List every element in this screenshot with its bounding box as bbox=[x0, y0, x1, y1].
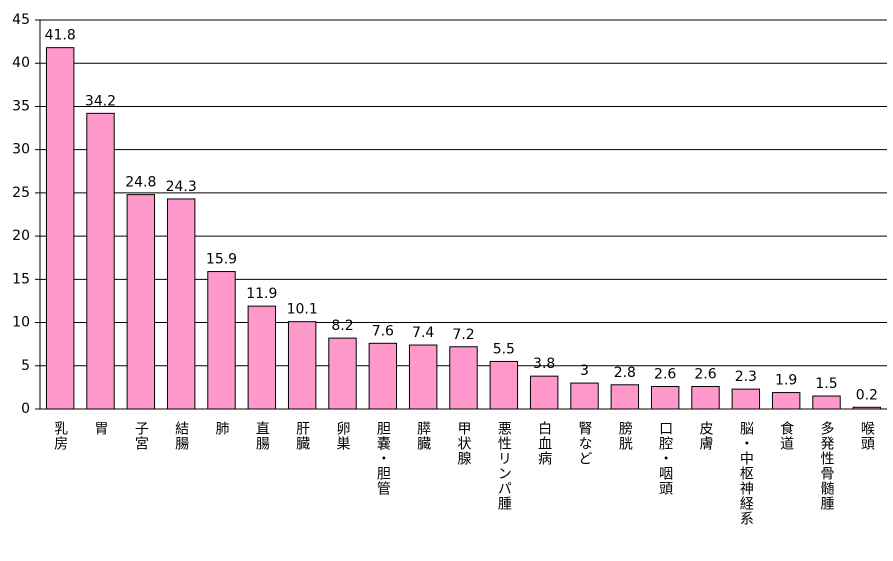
bar bbox=[812, 395, 841, 410]
bar bbox=[166, 198, 196, 410]
x-tick-label: 膵臓 bbox=[415, 421, 431, 451]
value-label: 1.5 bbox=[815, 376, 837, 392]
y-tick-label: 0 bbox=[21, 401, 30, 417]
bar bbox=[207, 271, 236, 410]
x-tick-label: 食道 bbox=[778, 420, 794, 451]
value-label: 3 bbox=[580, 363, 589, 379]
y-tick-label: 35 bbox=[12, 98, 30, 114]
x-tick-label: 肝臓 bbox=[294, 421, 310, 451]
value-label: 7.4 bbox=[412, 325, 434, 341]
bar bbox=[328, 337, 357, 410]
y-tick-label: 15 bbox=[12, 271, 30, 287]
bar bbox=[368, 342, 398, 410]
value-label: 1.9 bbox=[775, 373, 797, 389]
value-label: 2.6 bbox=[694, 367, 716, 383]
x-tick-label: 胃 bbox=[93, 421, 109, 436]
x-tick-label: 腎など bbox=[577, 421, 593, 466]
x-tick-label: 悪性リンパ腫 bbox=[496, 421, 512, 511]
bar bbox=[610, 384, 640, 410]
x-tick-label: 白血病 bbox=[536, 421, 552, 466]
bar bbox=[489, 360, 519, 410]
bar bbox=[529, 375, 559, 410]
x-tick-label: 皮膚 bbox=[698, 421, 714, 451]
bar bbox=[287, 321, 317, 410]
value-label: 15.9 bbox=[206, 252, 237, 268]
value-label: 2.3 bbox=[735, 369, 757, 385]
bar bbox=[86, 112, 115, 410]
x-tick-label: 卵巣 bbox=[335, 421, 351, 451]
value-label: 10.1 bbox=[287, 302, 318, 318]
x-tick-label: 子宮 bbox=[133, 421, 149, 451]
value-label: 24.8 bbox=[125, 175, 156, 191]
bar bbox=[852, 406, 882, 410]
value-label: 5.5 bbox=[493, 341, 515, 357]
x-tick-label: 多発性骨髄腫 bbox=[819, 420, 835, 511]
value-label: 34.2 bbox=[85, 93, 116, 109]
bar bbox=[45, 47, 75, 410]
x-tick-label: 胆嚢・胆管 bbox=[375, 421, 391, 496]
value-label: 11.9 bbox=[246, 286, 277, 302]
value-label: 24.3 bbox=[166, 179, 197, 195]
bar bbox=[650, 386, 680, 410]
x-tick-label: 口腔・咽頭 bbox=[657, 421, 673, 496]
x-tick-label: 脳・中枢神経系 bbox=[738, 421, 754, 526]
bar bbox=[449, 346, 478, 410]
x-tick-label: 甲状腺 bbox=[456, 421, 472, 466]
bar bbox=[771, 392, 801, 410]
x-tick-label: 肺 bbox=[214, 421, 230, 436]
value-label: 7.6 bbox=[372, 323, 394, 339]
bar bbox=[570, 382, 599, 410]
y-tick-label: 40 bbox=[12, 55, 30, 71]
y-tick-label: 20 bbox=[12, 228, 30, 244]
x-tick-label: 膀胱 bbox=[617, 420, 633, 451]
value-label: 7.2 bbox=[452, 327, 474, 343]
value-label: 8.2 bbox=[331, 318, 353, 334]
x-tick-label: 結腸 bbox=[173, 421, 189, 451]
bar bbox=[247, 305, 277, 410]
value-label: 0.2 bbox=[856, 387, 878, 403]
bar bbox=[731, 388, 761, 410]
y-tick-label: 25 bbox=[12, 185, 30, 201]
bar bbox=[691, 386, 720, 410]
y-tick-label: 10 bbox=[12, 315, 30, 331]
y-tick-label: 30 bbox=[12, 142, 30, 158]
y-tick-label: 45 bbox=[12, 12, 30, 28]
bar bbox=[126, 194, 156, 410]
x-tick-label: 直腸 bbox=[254, 420, 270, 451]
value-label: 3.8 bbox=[533, 356, 555, 372]
x-tick-label: 喉頭 bbox=[859, 421, 875, 451]
value-label: 41.8 bbox=[45, 28, 76, 44]
y-tick-label: 5 bbox=[21, 358, 30, 374]
value-label: 2.8 bbox=[614, 365, 636, 381]
x-tick-label: 乳房 bbox=[52, 421, 68, 451]
bar bbox=[408, 344, 438, 410]
value-label: 2.6 bbox=[654, 367, 676, 383]
